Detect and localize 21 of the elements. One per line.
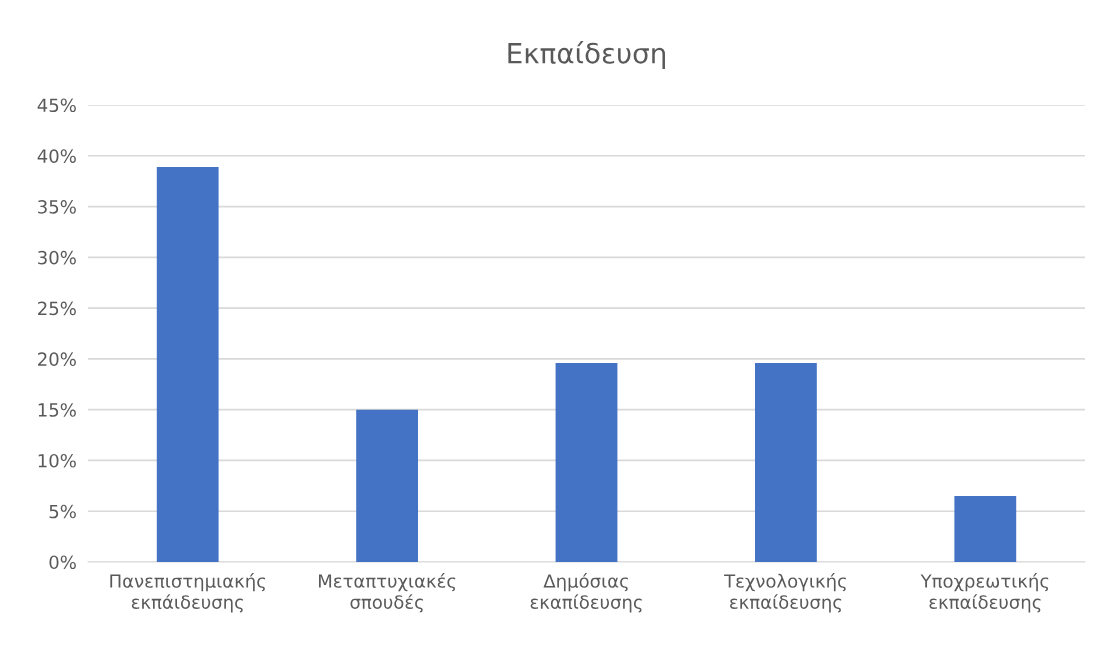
x-tick-label: Πανεπιστημιακής εκπάιδευσης: [110, 573, 266, 613]
bar: [356, 409, 419, 562]
y-tick-label: 35%: [38, 200, 76, 214]
y-tick-label: 5%: [49, 504, 76, 519]
x-tick-label: Τεχνολογικής εκπαίδευσης: [724, 573, 846, 613]
y-tick-label: 45%: [37, 98, 76, 113]
y-tick-label: 30%: [38, 250, 76, 265]
bar: [156, 166, 219, 562]
x-tick-label: Δημόσιας εκαπίδευσης: [530, 573, 642, 613]
y-tick-label: 40%: [37, 149, 76, 163]
bar: [754, 362, 817, 562]
y-tick-label: 15%: [38, 403, 76, 417]
bar: [954, 495, 1017, 562]
x-tick-label: Μεταπτυχιακές σπουδές: [319, 573, 456, 613]
chart-title: Εκπαίδευση: [508, 41, 665, 70]
y-tick-label: 25%: [38, 301, 76, 316]
y-tick-label: 20%: [38, 352, 76, 367]
x-tick-label: Υποχρεωτικής εκπαίδευσης: [920, 573, 1049, 613]
y-tick-label: 10%: [38, 453, 76, 468]
bar: [555, 362, 618, 562]
y-tick-label: 0%: [49, 555, 76, 570]
